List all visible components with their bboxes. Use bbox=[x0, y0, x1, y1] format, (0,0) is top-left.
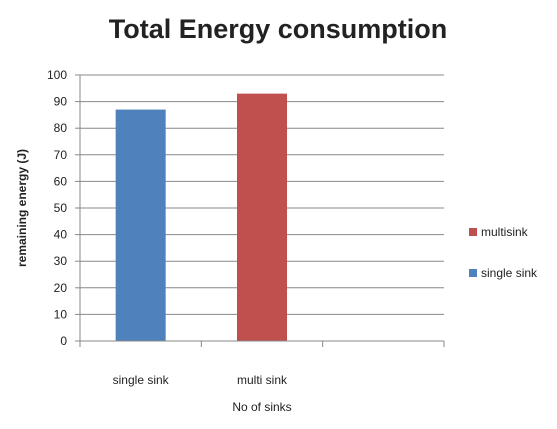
legend-swatch bbox=[469, 228, 477, 236]
y-tick-label: 90 bbox=[54, 95, 68, 109]
y-tick-label: 10 bbox=[54, 307, 68, 321]
x-axis-tick-labels: single sink multi sink bbox=[113, 373, 288, 387]
x-tick-label: single sink bbox=[113, 373, 170, 387]
y-tick-label: 60 bbox=[54, 174, 68, 188]
y-tick-label: 50 bbox=[54, 201, 68, 215]
legend-label: multisink bbox=[481, 225, 529, 239]
x-tick-label: multi sink bbox=[237, 373, 288, 387]
chart-title: Total Energy consumption bbox=[109, 14, 448, 44]
y-axis-tick-labels: 0 10 20 30 40 50 60 70 80 90 100 bbox=[47, 68, 67, 348]
legend: multisink single sink bbox=[469, 225, 538, 280]
y-tick-label: 40 bbox=[54, 228, 68, 242]
bar-multisink bbox=[237, 93, 287, 342]
bar-single-sink bbox=[115, 109, 166, 341]
y-axis-label: remaining energy (J) bbox=[15, 149, 29, 267]
y-tick-label: 70 bbox=[54, 148, 68, 162]
bars bbox=[115, 93, 287, 342]
y-tick-label: 0 bbox=[60, 334, 67, 348]
legend-label: single sink bbox=[481, 266, 538, 280]
y-tick-label: 20 bbox=[54, 281, 68, 295]
y-tick-label: 80 bbox=[54, 121, 68, 135]
y-tick-label: 100 bbox=[47, 68, 67, 82]
y-tick-label: 30 bbox=[54, 254, 68, 268]
x-axis-label: No of sinks bbox=[232, 400, 291, 414]
legend-swatch bbox=[469, 269, 477, 277]
